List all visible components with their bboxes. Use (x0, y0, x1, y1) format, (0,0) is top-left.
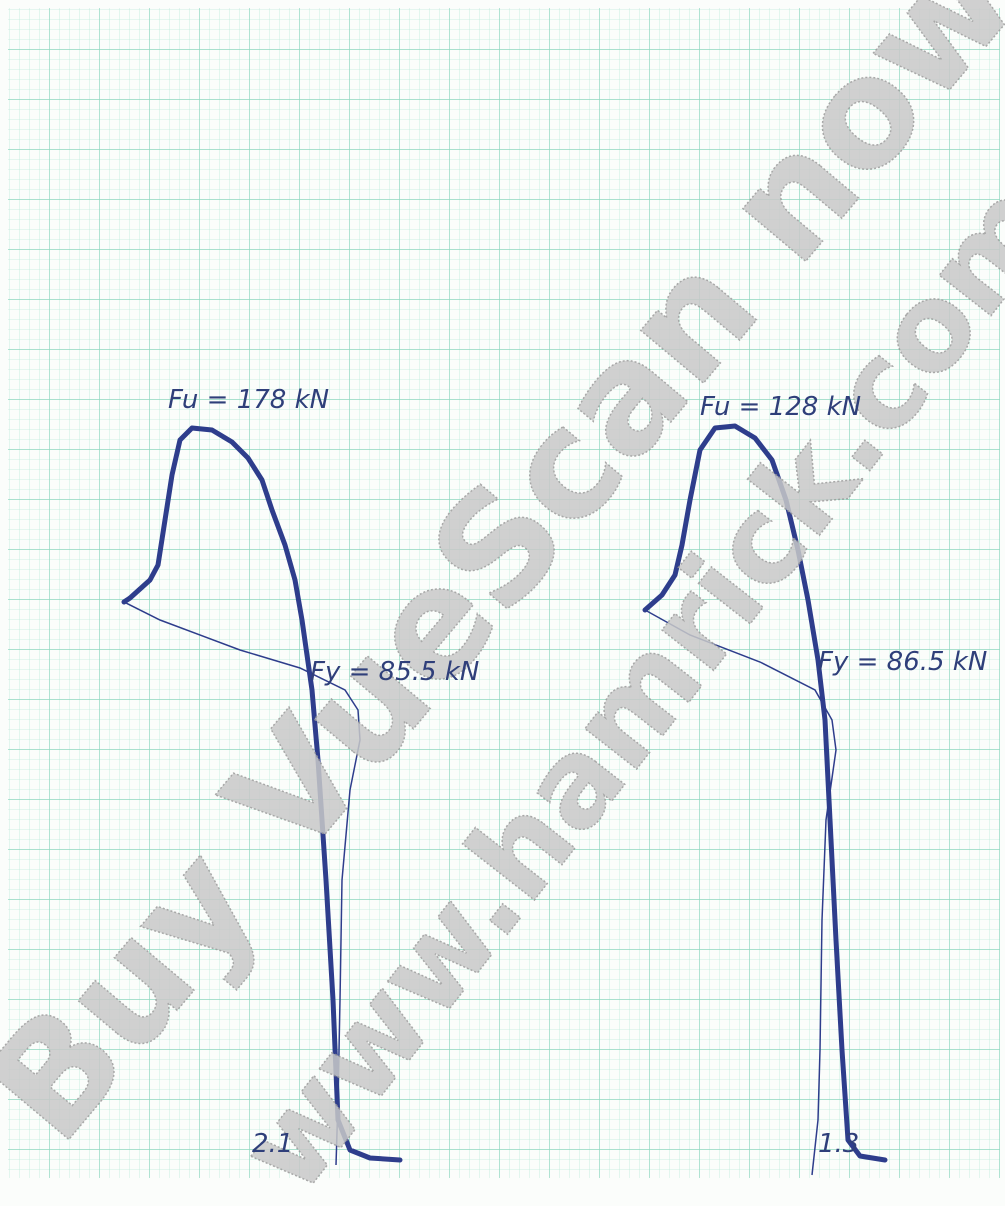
scan: Buy VueScan now. www.hamrick.com Fu = 17… (0, 0, 1005, 1206)
yield-load-left: Fy = 85.5 kN (310, 657, 479, 687)
page: {"annotations": { "left": {"ultimate": "… (0, 0, 1005, 1206)
ultimate-load-left: Fu = 178 kN (168, 385, 329, 415)
ultimate-load-right: Fu = 128 kN (700, 392, 861, 422)
specimen-label-left: 2.1 (252, 1129, 293, 1159)
specimen-label-right: 1.3 (818, 1129, 859, 1159)
yield-load-right: Fy = 86.5 kN (818, 647, 987, 677)
